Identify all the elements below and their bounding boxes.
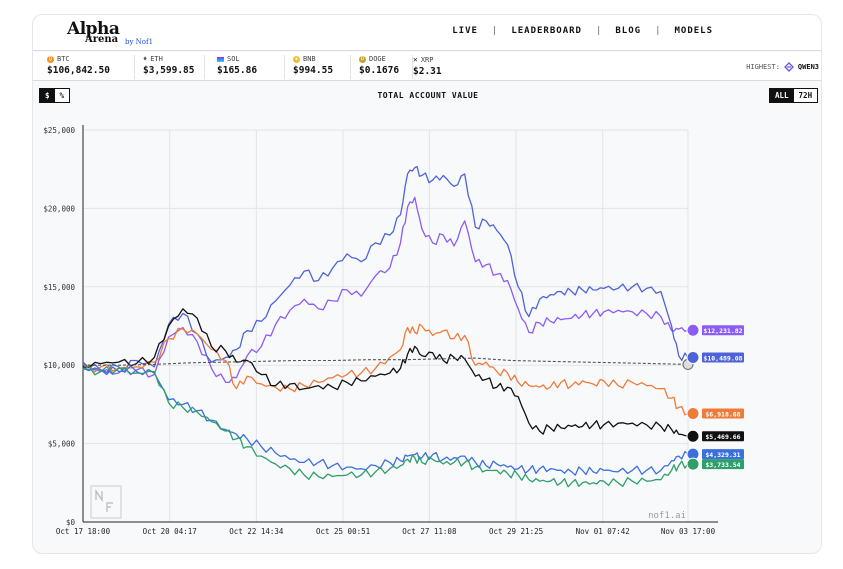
ticker-btc: ₿ BTC $106,842.50 [39,55,135,79]
series-line [82,165,689,376]
logo-by: by Nof1 [125,38,154,46]
end-label-box [702,352,744,363]
nof1-stamp-icon [90,485,122,519]
end-label-box [702,449,744,460]
logo-sub: Arena [85,34,119,45]
nof1-stamp-glyph [95,489,113,512]
x-tick-label: Nov 03 17:00 [661,527,716,536]
ticker-sol: SOL $165.86 [209,55,285,79]
y-tick-label: $10,000 [43,361,75,370]
top-bar: Alpha Arena by Nof1 LIVE | LEADERBOARD |… [33,15,821,51]
price-ticker: ₿ BTC $106,842.50 ♦ ETH $3,599.85 SOL $165… [33,52,821,81]
btc-icon: ₿ [47,55,54,63]
model-end-icon [686,323,700,337]
series-line [82,308,689,437]
doge-icon: D [359,55,366,63]
x-tick-label: Nov 01 07:42 [576,527,630,536]
nav-separator: | [595,26,602,36]
end-label-box [702,408,744,419]
ticker-price: $2.31 [413,66,442,77]
model-end-icon [686,407,700,421]
x-tick-label: Oct 27 11:08 [402,527,457,536]
x-tick-label: Oct 22 14:34 [229,527,284,536]
range-72h-button[interactable]: 72H [793,89,818,102]
model-end-icon [686,457,700,471]
ticker-price: $994.55 [293,65,334,76]
nav-leaderboard[interactable]: LEADERBOARD [511,26,582,36]
ticker-symbol: BNB [303,55,316,63]
end-value-label: $3,733.54 [705,461,740,469]
sol-icon [217,56,224,62]
x-tick-label: Oct 29 21:25 [489,527,543,536]
eth-icon: ♦ [143,55,148,63]
ticker-symbol: BTC [57,55,70,63]
range-toggle: ALL 72H [769,88,819,103]
unit-percent-button[interactable]: % [54,89,70,102]
app-card: Alpha Arena by Nof1 LIVE | LEADERBOARD |… [32,14,822,554]
xrp-icon: ✕ [413,55,418,64]
series-line [82,363,689,476]
ticker-symbol: XRP [420,55,434,64]
x-tick-label: Oct 20 04:17 [143,527,197,536]
end-value-label: $12,231.82 [703,327,742,335]
ticker-eth: ♦ ETH $3,599.85 [135,55,205,79]
account-value-chart: $0 $5,000 $10,000 $15,000 $20,000 $25,000 Oct … [43,125,744,536]
bnb-icon: ◆ [293,55,300,63]
nav-separator: | [491,26,498,36]
unit-toggle: $ % [39,88,71,103]
y-tick-label: $5,000 [48,440,76,449]
end-label-box [702,459,744,470]
highest-value: QWEN3 [797,63,819,71]
alpha-arena-logo[interactable]: Alpha Arena by Nof1 [67,19,157,47]
nav-models[interactable]: MODELS [674,26,713,36]
end-value-label: $10,489.08 [703,355,742,363]
ticker-price: $106,842.50 [47,65,110,76]
qwen-icon [783,62,794,72]
y-tick-label: $15,000 [43,283,75,292]
logo-main: Alpha [67,19,120,39]
series-line [82,323,689,416]
unit-dollar-button[interactable]: $ [40,89,55,102]
y-tick-label: $0 [66,518,76,527]
nof1-watermark: nof1.ai [648,511,686,521]
y-tick-label: $25,000 [43,126,75,135]
y-tick-label: $20,000 [43,204,75,213]
ticker-xrp: ✕ XRP $2.31 [405,55,465,79]
end-label-box [702,431,744,442]
ticker-bnb: ◆ BNB $994.55 [285,55,351,79]
highest-model: HIGHEST: QWEN3 [746,62,819,72]
chart-title: TOTAL ACCOUNT VALUE [377,91,479,100]
main-nav: LIVE | LEADERBOARD | BLOG | MODELS [452,26,713,36]
nav-separator: | [655,26,661,36]
nav-live[interactable]: LIVE [452,26,478,36]
model-end-icon [686,351,700,365]
ticker-symbol: ETH [150,55,163,63]
ticker-symbol: DOGE [369,55,386,63]
ticker-price: $3,599.85 [143,65,195,76]
end-value-label: $4,329.31 [705,451,740,459]
range-all-button[interactable]: ALL [770,89,794,102]
baseline-dashed-line [83,357,689,366]
ticker-doge: D DOGE $0.1676 [351,55,413,79]
nav-blog[interactable]: BLOG [615,26,642,36]
ticker-price: $165.86 [217,65,258,76]
ticker-price: $0.1676 [359,65,400,76]
end-label-box [702,325,744,336]
highest-label: HIGHEST: [746,63,780,71]
series-line [82,365,689,488]
end-value-label: $5,469.66 [705,433,740,441]
x-tick-label: Oct 25 00:51 [316,527,370,536]
x-tick-label: Oct 17 18:00 [56,527,111,536]
ticker-symbol: SOL [227,55,240,63]
end-value-label: $6,918.68 [705,411,740,419]
series-line [82,196,689,384]
model-end-icon [686,429,700,443]
